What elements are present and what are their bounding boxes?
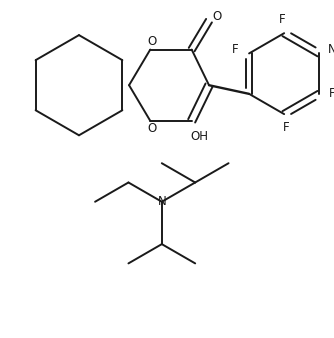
Text: OH: OH bbox=[190, 130, 208, 143]
Text: N: N bbox=[157, 195, 166, 208]
Text: O: O bbox=[148, 35, 157, 48]
Text: N: N bbox=[328, 43, 334, 56]
Text: O: O bbox=[212, 10, 221, 23]
Text: F: F bbox=[279, 13, 286, 26]
Text: F: F bbox=[329, 87, 334, 100]
Text: O: O bbox=[148, 122, 157, 135]
Text: F: F bbox=[283, 121, 289, 134]
Text: F: F bbox=[232, 43, 239, 56]
